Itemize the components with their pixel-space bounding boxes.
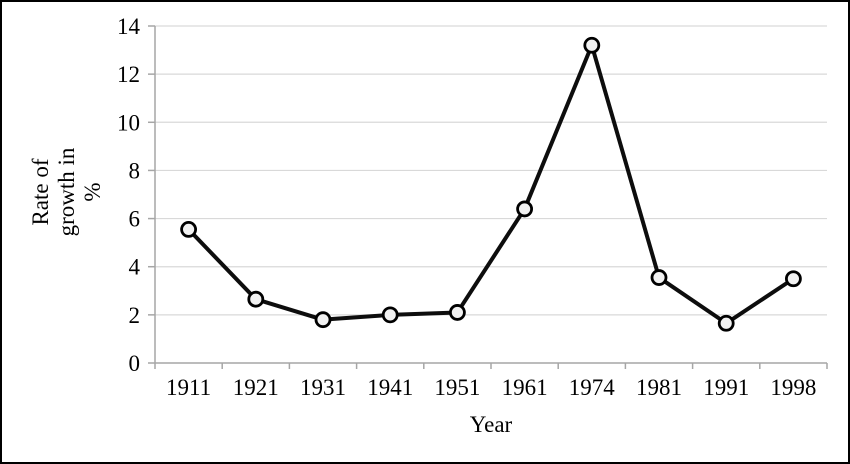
data-point-marker <box>314 311 332 329</box>
y-tick-label: 0 <box>129 351 141 376</box>
x-axis-title: Year <box>469 412 513 437</box>
x-tick-label: 1991 <box>703 375 749 400</box>
data-point-marker <box>785 270 802 288</box>
y-axis-title-line-1: Rate of <box>28 158 53 226</box>
y-axis-title-line-3: % <box>80 182 105 202</box>
y-tick-label: 14 <box>117 14 141 39</box>
y-axis-title: Rate of growth in % <box>28 22 106 362</box>
y-tick-label: 12 <box>117 62 140 87</box>
x-tick-label: 1981 <box>636 375 682 400</box>
data-point-marker <box>381 306 399 324</box>
data-point-marker <box>650 269 668 286</box>
x-tick-label: 1961 <box>502 375 548 400</box>
x-tick-label: 1911 <box>166 375 211 400</box>
x-tick-label: 1974 <box>569 375 616 400</box>
data-point-marker <box>247 290 265 308</box>
y-axis-title-line-2: growth in <box>54 147 79 237</box>
y-tick-label: 2 <box>129 303 141 328</box>
y-tick-label: 8 <box>129 158 141 183</box>
data-point-marker <box>717 314 735 332</box>
data-point-marker <box>448 304 466 321</box>
y-tick-label: 4 <box>129 255 141 280</box>
y-tick-label: 10 <box>117 110 140 135</box>
x-tick-label: 1998 <box>770 375 816 400</box>
data-point-marker <box>583 36 601 54</box>
data-point-marker <box>180 221 198 238</box>
x-tick-label: 1951 <box>434 375 480 400</box>
x-tick-label: 1921 <box>233 375 279 400</box>
y-tick-label: 6 <box>129 207 141 232</box>
x-tick-label: 1941 <box>367 375 413 400</box>
x-tick-label: 1931 <box>300 375 346 400</box>
series-line <box>186 43 796 326</box>
data-point-marker <box>516 200 533 218</box>
